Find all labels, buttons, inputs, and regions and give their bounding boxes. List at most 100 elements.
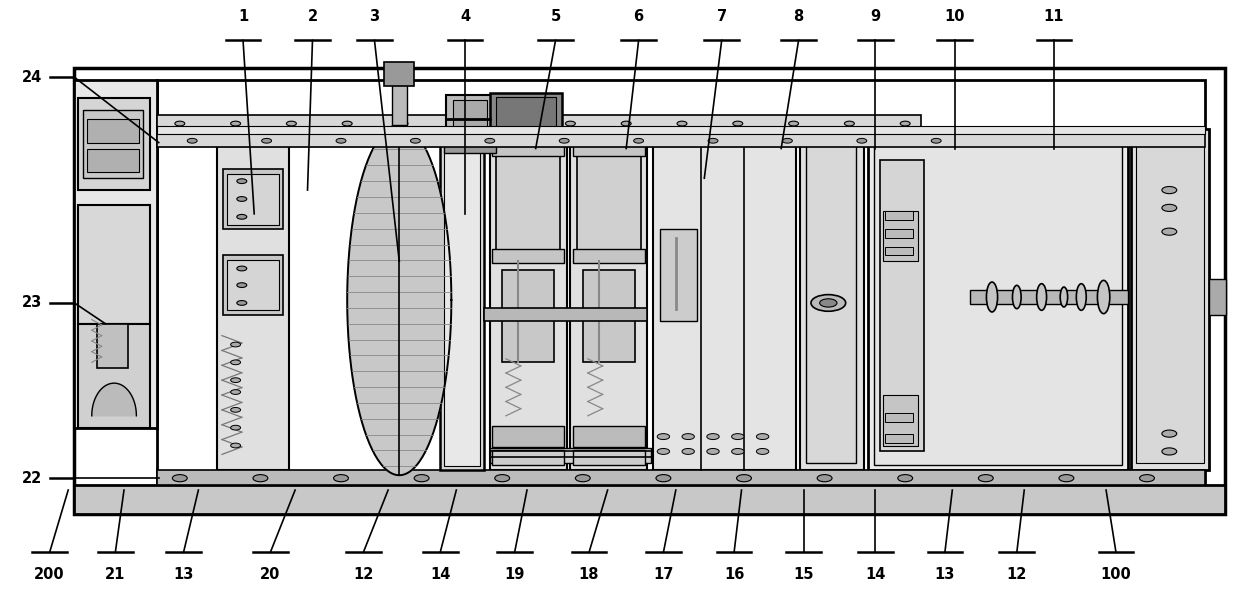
Bar <box>78 205 150 324</box>
Text: 10: 10 <box>945 9 965 24</box>
Bar <box>227 174 279 225</box>
Bar <box>83 110 143 178</box>
Circle shape <box>231 390 241 394</box>
Text: 11: 11 <box>1044 9 1064 24</box>
Circle shape <box>231 443 241 448</box>
Circle shape <box>1162 430 1177 437</box>
Circle shape <box>733 121 743 126</box>
Circle shape <box>898 475 913 482</box>
Circle shape <box>737 475 751 482</box>
Bar <box>490 93 562 141</box>
Circle shape <box>237 301 247 305</box>
Circle shape <box>682 448 694 454</box>
Bar <box>496 153 560 257</box>
Text: 8: 8 <box>794 9 804 24</box>
Circle shape <box>231 378 241 383</box>
Circle shape <box>237 214 247 219</box>
Bar <box>492 143 564 156</box>
Bar <box>496 97 556 138</box>
Polygon shape <box>347 125 451 475</box>
Text: 13: 13 <box>174 567 193 582</box>
Circle shape <box>657 434 670 440</box>
Bar <box>573 450 645 465</box>
Circle shape <box>334 475 348 482</box>
Circle shape <box>656 475 671 482</box>
Bar <box>868 129 1128 470</box>
Ellipse shape <box>1097 280 1110 314</box>
Bar <box>97 324 128 368</box>
Bar <box>885 211 913 220</box>
Bar <box>573 249 645 263</box>
Circle shape <box>495 475 510 482</box>
Circle shape <box>237 197 247 201</box>
Text: 7: 7 <box>717 9 727 24</box>
Circle shape <box>1059 475 1074 482</box>
Circle shape <box>398 121 408 126</box>
Text: 18: 18 <box>579 567 599 582</box>
Bar <box>78 324 150 428</box>
Circle shape <box>1162 228 1177 235</box>
Bar <box>74 68 1225 514</box>
Bar <box>87 119 139 143</box>
Bar <box>874 135 1122 465</box>
Bar <box>490 129 567 470</box>
Circle shape <box>820 299 837 307</box>
Bar <box>570 129 647 470</box>
Text: 15: 15 <box>794 567 813 582</box>
Bar <box>492 249 564 263</box>
Circle shape <box>559 138 569 143</box>
Bar <box>446 95 494 140</box>
Bar <box>223 169 283 229</box>
Bar <box>885 229 913 238</box>
Text: 200: 200 <box>35 567 64 582</box>
Text: 1: 1 <box>238 9 248 24</box>
Bar <box>157 134 1205 147</box>
Text: 9: 9 <box>870 9 880 24</box>
Circle shape <box>634 138 644 143</box>
Circle shape <box>237 266 247 271</box>
Bar <box>970 290 1128 304</box>
Circle shape <box>253 475 268 482</box>
Circle shape <box>575 475 590 482</box>
Bar <box>157 115 921 132</box>
Circle shape <box>900 121 910 126</box>
Bar <box>384 62 414 86</box>
Circle shape <box>978 475 993 482</box>
Circle shape <box>286 121 296 126</box>
Bar <box>74 485 1225 514</box>
Bar <box>87 148 139 172</box>
Circle shape <box>782 138 792 143</box>
Circle shape <box>336 138 346 143</box>
Bar <box>157 132 921 146</box>
Circle shape <box>414 475 429 482</box>
Circle shape <box>682 434 694 440</box>
Bar <box>885 413 913 422</box>
Text: 16: 16 <box>724 567 744 582</box>
Circle shape <box>708 138 718 143</box>
Bar <box>1136 135 1204 463</box>
Circle shape <box>621 121 631 126</box>
Text: 5: 5 <box>551 9 560 24</box>
Circle shape <box>410 138 420 143</box>
Circle shape <box>231 342 241 347</box>
Bar <box>577 153 641 257</box>
Bar <box>78 98 150 190</box>
Ellipse shape <box>1012 285 1022 309</box>
Circle shape <box>756 434 769 440</box>
Text: 100: 100 <box>1101 567 1131 582</box>
Bar <box>885 247 913 255</box>
Bar <box>573 143 645 156</box>
Bar <box>492 426 564 447</box>
Ellipse shape <box>1037 284 1047 310</box>
Bar <box>883 395 918 446</box>
Text: 23: 23 <box>22 295 42 311</box>
Bar <box>492 450 564 465</box>
Text: 3: 3 <box>370 9 379 24</box>
Bar <box>885 434 913 443</box>
Circle shape <box>172 475 187 482</box>
Circle shape <box>262 138 272 143</box>
Bar <box>1131 129 1209 470</box>
Circle shape <box>485 138 495 143</box>
Bar <box>800 129 864 470</box>
Text: 13: 13 <box>935 567 955 582</box>
